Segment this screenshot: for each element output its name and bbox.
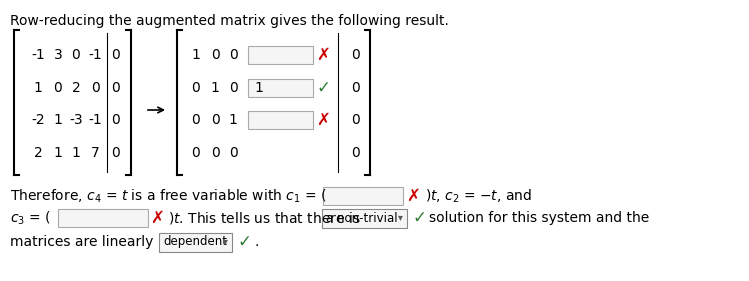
Text: 0: 0: [111, 48, 119, 62]
Text: 0: 0: [228, 81, 237, 95]
Text: 1: 1: [54, 113, 62, 127]
Text: ✗: ✗: [406, 187, 420, 205]
Text: .: .: [255, 235, 259, 249]
Text: 0: 0: [228, 146, 237, 160]
Text: 0: 0: [111, 146, 119, 160]
Text: 0: 0: [351, 48, 360, 62]
Text: ✗: ✗: [150, 209, 164, 227]
Text: 7: 7: [91, 146, 100, 160]
Text: 1: 1: [192, 48, 201, 62]
Text: ✗: ✗: [316, 111, 330, 129]
Text: 1: 1: [210, 81, 219, 95]
Text: -3: -3: [69, 113, 83, 127]
Text: 0: 0: [72, 48, 80, 62]
Text: -1: -1: [88, 113, 102, 127]
Text: ✓: ✓: [237, 233, 251, 251]
Text: ▾: ▾: [398, 212, 402, 222]
FancyBboxPatch shape: [159, 232, 232, 251]
Text: 0: 0: [54, 81, 62, 95]
Text: 1: 1: [54, 146, 62, 160]
Text: Therefore, $c_4$ = $t$ is a free variable with $c_1$ = (: Therefore, $c_4$ = $t$ is a free variabl…: [10, 187, 327, 205]
Text: dependent: dependent: [163, 235, 227, 248]
Text: 0: 0: [91, 81, 100, 95]
Text: 1: 1: [228, 113, 237, 127]
Text: $c_3$ = (: $c_3$ = (: [10, 209, 51, 227]
Text: Row-reducing the augmented matrix gives the following result.: Row-reducing the augmented matrix gives …: [10, 14, 449, 28]
Text: 0: 0: [111, 81, 119, 95]
FancyBboxPatch shape: [248, 111, 313, 129]
Text: )$t$, $c_2$ = $-t$, and: )$t$, $c_2$ = $-t$, and: [425, 187, 532, 205]
Text: ▾: ▾: [222, 236, 228, 246]
Text: 0: 0: [351, 81, 360, 95]
Text: 0: 0: [351, 146, 360, 160]
Text: 0: 0: [192, 81, 201, 95]
Text: a non-trivial: a non-trivial: [326, 212, 398, 225]
FancyBboxPatch shape: [322, 209, 407, 228]
Text: 0: 0: [210, 146, 219, 160]
FancyBboxPatch shape: [248, 79, 313, 97]
Text: -1: -1: [88, 48, 102, 62]
Text: 0: 0: [111, 113, 119, 127]
Text: 1: 1: [34, 81, 43, 95]
Text: 1: 1: [72, 146, 80, 160]
FancyBboxPatch shape: [248, 46, 313, 64]
FancyBboxPatch shape: [58, 209, 148, 227]
Text: ✓: ✓: [412, 209, 426, 227]
Text: 0: 0: [210, 48, 219, 62]
Text: matrices are linearly: matrices are linearly: [10, 235, 154, 249]
Text: 0: 0: [228, 48, 237, 62]
Text: 0: 0: [192, 113, 201, 127]
Text: 3: 3: [54, 48, 62, 62]
Text: )$t$. This tells us that there is: )$t$. This tells us that there is: [168, 210, 360, 226]
FancyBboxPatch shape: [323, 187, 403, 205]
Text: 0: 0: [192, 146, 201, 160]
Text: solution for this system and the: solution for this system and the: [429, 211, 649, 225]
Text: 2: 2: [72, 81, 80, 95]
Text: 1: 1: [254, 81, 263, 95]
Text: -1: -1: [31, 48, 45, 62]
Text: 0: 0: [210, 113, 219, 127]
Text: ✗: ✗: [316, 46, 330, 64]
Text: ✓: ✓: [316, 79, 330, 97]
Text: 0: 0: [351, 113, 360, 127]
Text: -2: -2: [31, 113, 45, 127]
Text: 2: 2: [34, 146, 43, 160]
